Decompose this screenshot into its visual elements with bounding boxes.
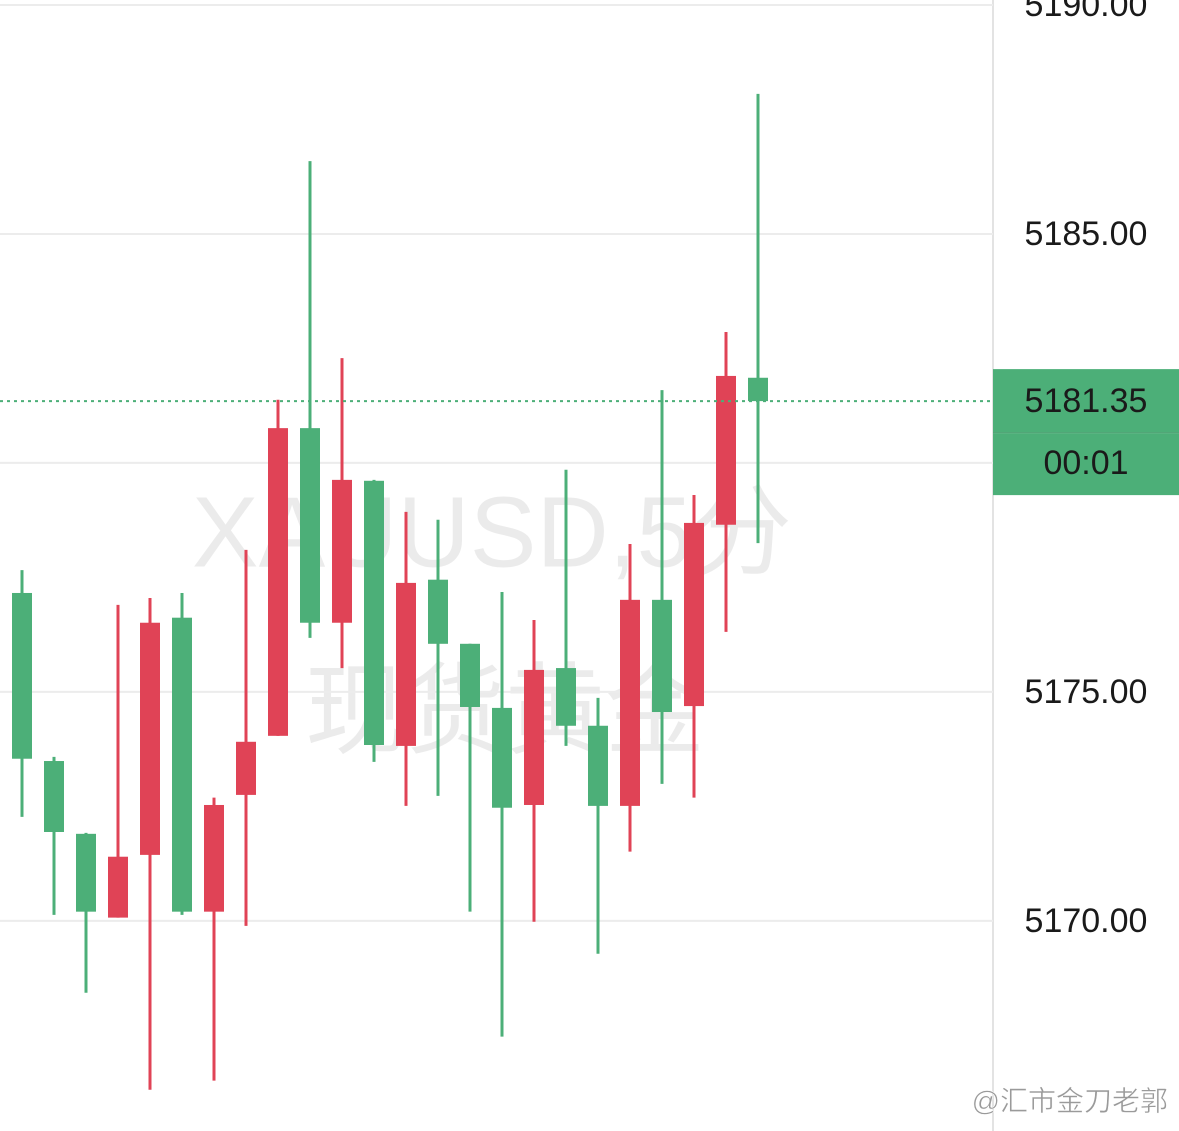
candle-body	[492, 707, 512, 808]
candle-body	[268, 428, 288, 736]
price-box	[993, 369, 1179, 433]
candle-body	[684, 522, 704, 707]
y-tick-label: 5185.00	[1025, 215, 1148, 253]
candle-body	[620, 599, 640, 806]
candle-body	[12, 592, 32, 759]
y-tick-label: 5170.00	[1025, 902, 1148, 940]
candle-body	[716, 375, 736, 525]
candle-body	[204, 804, 224, 912]
candle-body	[76, 833, 96, 912]
candle-body	[300, 428, 320, 623]
candle-body	[332, 479, 352, 623]
candle-body	[588, 725, 608, 806]
candle-body	[524, 669, 544, 805]
y-tick-label: 5190.00	[1025, 0, 1148, 24]
candle-body	[364, 480, 384, 745]
last-price-label: 5181.35	[1025, 382, 1148, 420]
candle-body	[44, 761, 64, 832]
candle-body	[460, 643, 480, 707]
countdown-label: 00:01	[1043, 444, 1128, 482]
candle-body	[140, 622, 160, 855]
candle-body	[748, 377, 768, 402]
candle-body	[236, 741, 256, 795]
y-tick-label: 5175.00	[1025, 673, 1148, 711]
countdown-box	[993, 433, 1179, 496]
candle-body	[108, 856, 128, 918]
credit: @汇市金刀老郭	[972, 1085, 1168, 1116]
candle-body	[556, 668, 576, 726]
candle-body	[428, 579, 448, 644]
candle-body	[172, 617, 192, 912]
candle-body	[652, 599, 672, 713]
candle-body	[396, 582, 416, 746]
